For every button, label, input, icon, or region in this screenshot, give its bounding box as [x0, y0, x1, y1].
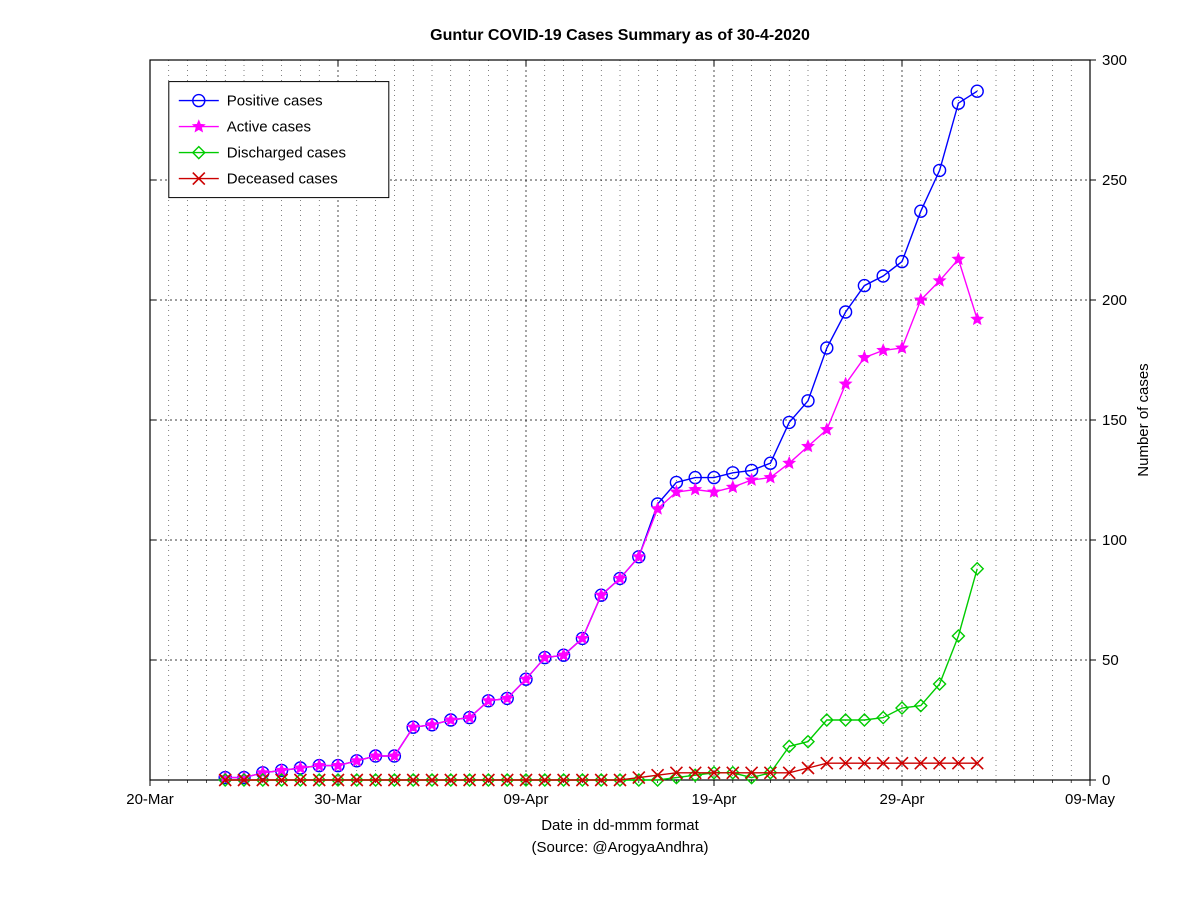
svg-text:Number of cases: Number of cases — [1135, 363, 1152, 476]
svg-text:19-Apr: 19-Apr — [691, 791, 736, 808]
svg-text:50: 50 — [1102, 652, 1119, 669]
svg-text:Active cases: Active cases — [227, 119, 311, 136]
svg-text:150: 150 — [1102, 412, 1127, 429]
svg-text:(Source: @ArogyaAndhra): (Source: @ArogyaAndhra) — [532, 839, 709, 856]
chart-container: 20-Mar 30-Mar 09-Apr 19-Apr 29-Apr 09-May 0 50 1… — [0, 0, 1200, 898]
svg-text:200: 200 — [1102, 292, 1127, 309]
svg-text:30-Mar: 30-Mar — [314, 791, 362, 808]
svg-text:300: 300 — [1102, 52, 1127, 69]
svg-text:Deceased cases: Deceased cases — [227, 171, 338, 188]
chart-svg: 20-Mar 30-Mar 09-Apr 19-Apr 29-Apr 09-May 0 50 1… — [0, 0, 1200, 898]
svg-text:29-Apr: 29-Apr — [879, 791, 924, 808]
svg-text:09-Apr: 09-Apr — [503, 791, 548, 808]
svg-text:Date in dd-mmm format: Date in dd-mmm format — [541, 817, 699, 834]
svg-text:100: 100 — [1102, 532, 1127, 549]
svg-text:0: 0 — [1102, 772, 1110, 789]
svg-text:Discharged cases: Discharged cases — [227, 145, 346, 162]
svg-text:20-Mar: 20-Mar — [126, 791, 174, 808]
svg-text:250: 250 — [1102, 172, 1127, 189]
svg-text:Guntur COVID-19 Cases Summary: Guntur COVID-19 Cases Summary as of 30-4… — [430, 27, 810, 44]
legend: Positive cases Active cases Discharged cas… — [169, 82, 389, 198]
svg-text:09-May: 09-May — [1065, 791, 1116, 808]
svg-text:Positive cases: Positive cases — [227, 93, 323, 110]
